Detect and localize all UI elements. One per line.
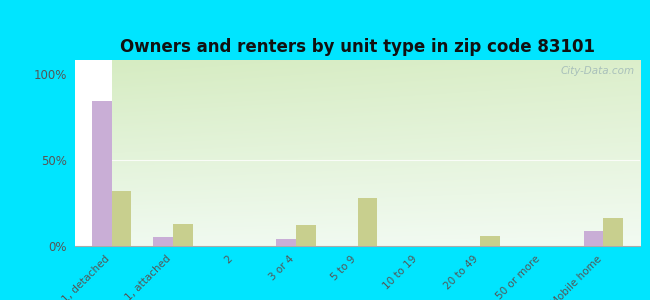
Bar	[276, 239, 296, 246]
Text: City-Data.com: City-Data.com	[560, 66, 634, 76]
Bar	[358, 198, 377, 246]
Bar	[584, 230, 603, 246]
Bar	[603, 218, 623, 246]
Bar	[153, 237, 173, 246]
Bar	[296, 225, 316, 246]
Bar	[173, 224, 193, 246]
Bar	[480, 236, 500, 246]
Bar	[112, 191, 131, 246]
Title: Owners and renters by unit type in zip code 83101: Owners and renters by unit type in zip c…	[120, 38, 595, 56]
Bar	[92, 101, 112, 246]
